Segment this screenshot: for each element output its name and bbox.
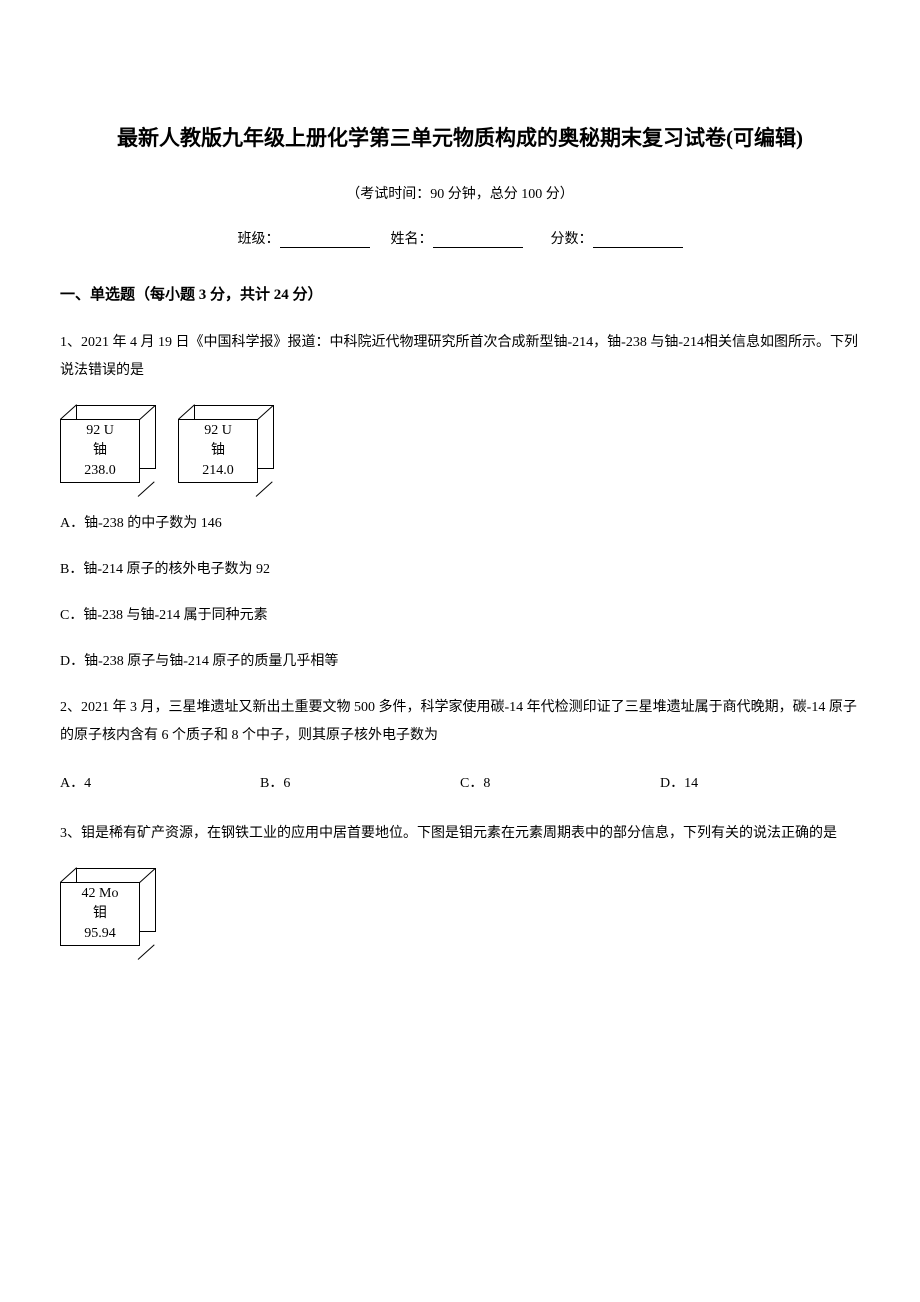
box3-line3: 95.94: [84, 924, 116, 944]
q2-choice-a: A．4: [60, 770, 260, 798]
box2-line1: 92 U: [204, 421, 232, 441]
q2-choices: A．4 B．6 C．8 D．14: [60, 770, 860, 798]
element-box-u238: 92 U 铀 238.0: [60, 405, 160, 485]
box2-line2: 铀: [211, 441, 225, 461]
name-label: 姓名：: [391, 232, 433, 247]
q2-choice-b: B．6: [260, 770, 460, 798]
page-title: 最新人教版九年级上册化学第三单元物质构成的奥秘期末复习试卷(可编辑): [60, 120, 860, 158]
q2-text: 2、2021 年 3 月，三星堆遗址又新出土重要文物 500 多件，科学家使用碳…: [60, 694, 860, 750]
element-box-u214: 92 U 铀 214.0: [178, 405, 278, 485]
score-blank[interactable]: [593, 234, 683, 248]
class-label: 班级：: [238, 232, 280, 247]
score-label: 分数：: [551, 232, 593, 247]
box1-line1: 92 U: [86, 421, 114, 441]
q1-choice-c: C．铀-238 与铀-214 属于同种元素: [60, 602, 860, 630]
q2-choice-d: D．14: [660, 770, 860, 798]
exam-info: （考试时间：90 分钟，总分 100 分）: [60, 183, 860, 203]
q2-choice-c: C．8: [460, 770, 660, 798]
box1-line3: 238.0: [84, 461, 116, 481]
box1-line2: 铀: [93, 441, 107, 461]
q1-text: 1、2021 年 4 月 19 日《中国科学报》报道：中科院近代物理研究所首次合…: [60, 329, 860, 385]
box3-line1: 42 Mo: [82, 884, 119, 904]
q1-choice-a: A．铀-238 的中子数为 146: [60, 510, 860, 538]
q3-text: 3、钼是稀有矿产资源，在钢铁工业的应用中居首要地位。下图是钼元素在元素周期表中的…: [60, 820, 860, 848]
element-box-mo: 42 Mo 钼 95.94: [60, 868, 160, 948]
q3-element-box: 42 Mo 钼 95.94: [60, 868, 860, 948]
box3-line2: 钼: [93, 904, 107, 924]
q1-choice-d: D．铀-238 原子与铀-214 原子的质量几乎相等: [60, 648, 860, 676]
class-blank[interactable]: [280, 234, 370, 248]
q1-element-boxes: 92 U 铀 238.0 92 U 铀 214.0: [60, 405, 860, 485]
section-header: 一、单选题（每小题 3 分，共计 24 分）: [60, 283, 860, 304]
box2-line3: 214.0: [202, 461, 234, 481]
q1-choice-b: B．铀-214 原子的核外电子数为 92: [60, 556, 860, 584]
name-blank[interactable]: [433, 234, 523, 248]
fill-line: 班级： 姓名： 分数：: [60, 228, 860, 248]
